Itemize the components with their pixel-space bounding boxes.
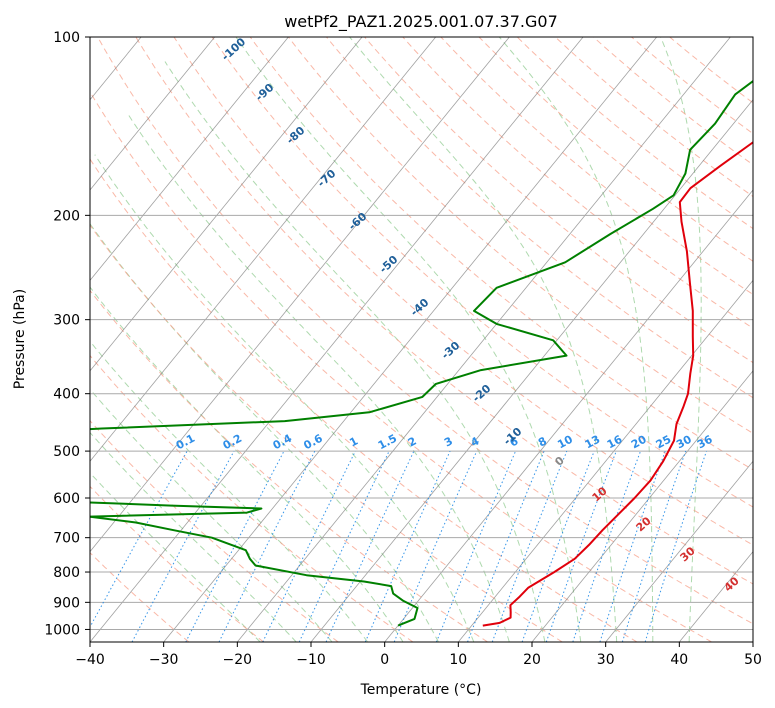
mixing-ratio-line xyxy=(364,450,451,642)
mixing-ratio-label: 36 xyxy=(695,433,715,452)
mixing-ratio-line xyxy=(621,450,687,642)
mixing-ratio-line xyxy=(521,450,595,642)
mixing-ratio-line xyxy=(435,450,517,642)
y-tick-label: 900 xyxy=(53,595,80,611)
y-tick-label: 500 xyxy=(53,444,80,460)
x-tick-label: 0 xyxy=(380,652,389,668)
isotherm-line xyxy=(90,37,437,462)
isotherm-line xyxy=(605,460,753,642)
y-tick-label: 200 xyxy=(53,208,80,224)
dry-adiabat-line xyxy=(90,485,264,642)
mixing-ratio-line xyxy=(545,450,617,642)
mixing-ratio-label: 10 xyxy=(555,433,575,452)
moist-adiabat-line xyxy=(660,37,702,642)
isotherm-line xyxy=(90,37,510,553)
dry-adiabat-line xyxy=(90,420,339,642)
mixing-ratio-line xyxy=(218,450,316,642)
y-tick-label: 100 xyxy=(53,30,80,46)
dry-adiabat-line xyxy=(90,224,563,642)
x-tick-label: 20 xyxy=(523,652,541,668)
y-axis-label: Pressure (hPa) xyxy=(12,289,28,389)
dry-adiabat-line xyxy=(173,37,753,546)
x-tick-label: −20 xyxy=(223,652,253,668)
mixing-ratio-label: 20 xyxy=(629,433,649,452)
isotherm-line xyxy=(457,279,753,642)
x-tick-label: 50 xyxy=(744,652,762,668)
moist-adiabat-line xyxy=(498,37,654,642)
mixing-ratio-line xyxy=(131,450,235,642)
temperature-curve xyxy=(482,141,753,627)
isotherm-line xyxy=(531,370,753,642)
x-tick-label: 10 xyxy=(449,652,467,668)
mixing-ratio-line xyxy=(393,450,478,642)
mixing-ratio-label: 13 xyxy=(583,433,603,452)
moist-adiabat-line xyxy=(90,472,261,642)
mixing-ratio-line xyxy=(572,450,641,642)
isotherm-line xyxy=(90,37,289,282)
dry-adiabat-line xyxy=(90,90,712,642)
y-tick-label: 300 xyxy=(53,313,80,329)
dry-adiabats xyxy=(90,37,753,642)
y-axis-ticks: 100 200 300 400 500 600 700 800 900 1000 xyxy=(44,30,90,638)
dry-adiabat-line xyxy=(90,289,488,642)
y-tick-label: 600 xyxy=(53,491,80,507)
mixing-ratio-label: 25 xyxy=(654,433,674,452)
x-tick-label: −40 xyxy=(75,652,105,668)
mixing-ratio-line xyxy=(644,450,707,642)
y-tick-label: 400 xyxy=(53,387,80,403)
moist-adiabat-line xyxy=(164,61,546,642)
isotherm-line xyxy=(163,37,658,642)
mixing-ratio-label: 16 xyxy=(605,433,625,452)
plot-area: 0.1 0.2 0.4 0.6 1 1.5 2 3 4 6 8 10 13 16 20 25 30 36-100-… xyxy=(90,37,753,642)
mixing-ratio-line xyxy=(491,450,568,642)
isotherm-line xyxy=(90,37,584,642)
dry-adiabat-line xyxy=(135,37,753,585)
mixing-ratio-label: 30 xyxy=(674,433,694,452)
mixing-ratio-line xyxy=(599,450,666,642)
dry-adiabat-line xyxy=(90,552,190,642)
dry-adiabat-line xyxy=(249,37,753,471)
dry-adiabat-line xyxy=(440,37,753,296)
dry-adiabat-line xyxy=(402,37,753,329)
mixing-ratio-line xyxy=(467,450,545,642)
y-tick-label: 700 xyxy=(53,531,80,547)
y-tick-label: 1000 xyxy=(44,622,80,638)
mixing-ratio-line xyxy=(90,450,188,628)
moist-adiabat-line xyxy=(90,222,439,642)
isotherms xyxy=(90,37,753,642)
x-axis-ticks: −40 −30 −20 −10 0 10 20 30 40 50 xyxy=(75,642,762,668)
moist-adiabat-line xyxy=(126,112,510,642)
chart-title: wetPf2_PAZ1.2025.001.07.37.G07 xyxy=(284,12,558,32)
dry-adiabat-line xyxy=(90,158,638,642)
isotherm-line xyxy=(90,37,363,372)
dry-adiabat-line xyxy=(97,37,753,625)
plot-frame xyxy=(89,36,754,643)
dry-adiabat-line xyxy=(288,37,753,434)
moist-adiabat-line xyxy=(90,388,333,642)
dry-adiabat-line xyxy=(211,37,753,508)
y-tick-label: 800 xyxy=(53,565,80,581)
dewpoint-curve xyxy=(90,79,753,627)
x-tick-label: 30 xyxy=(597,652,615,668)
x-tick-label: 40 xyxy=(670,652,688,668)
isotherm-line xyxy=(90,37,216,191)
x-tick-label: −30 xyxy=(149,652,179,668)
sounding-curves xyxy=(90,79,753,627)
x-tick-label: −10 xyxy=(296,652,326,668)
mixing-ratio-lines xyxy=(90,450,707,642)
isotherm-line xyxy=(236,37,731,642)
isotherm-line xyxy=(384,189,753,642)
x-axis-label: Temperature (°C) xyxy=(360,682,482,698)
moist-adiabat-line xyxy=(90,286,404,642)
moist-adiabat-line xyxy=(235,37,582,642)
isotherm-line xyxy=(310,99,753,642)
